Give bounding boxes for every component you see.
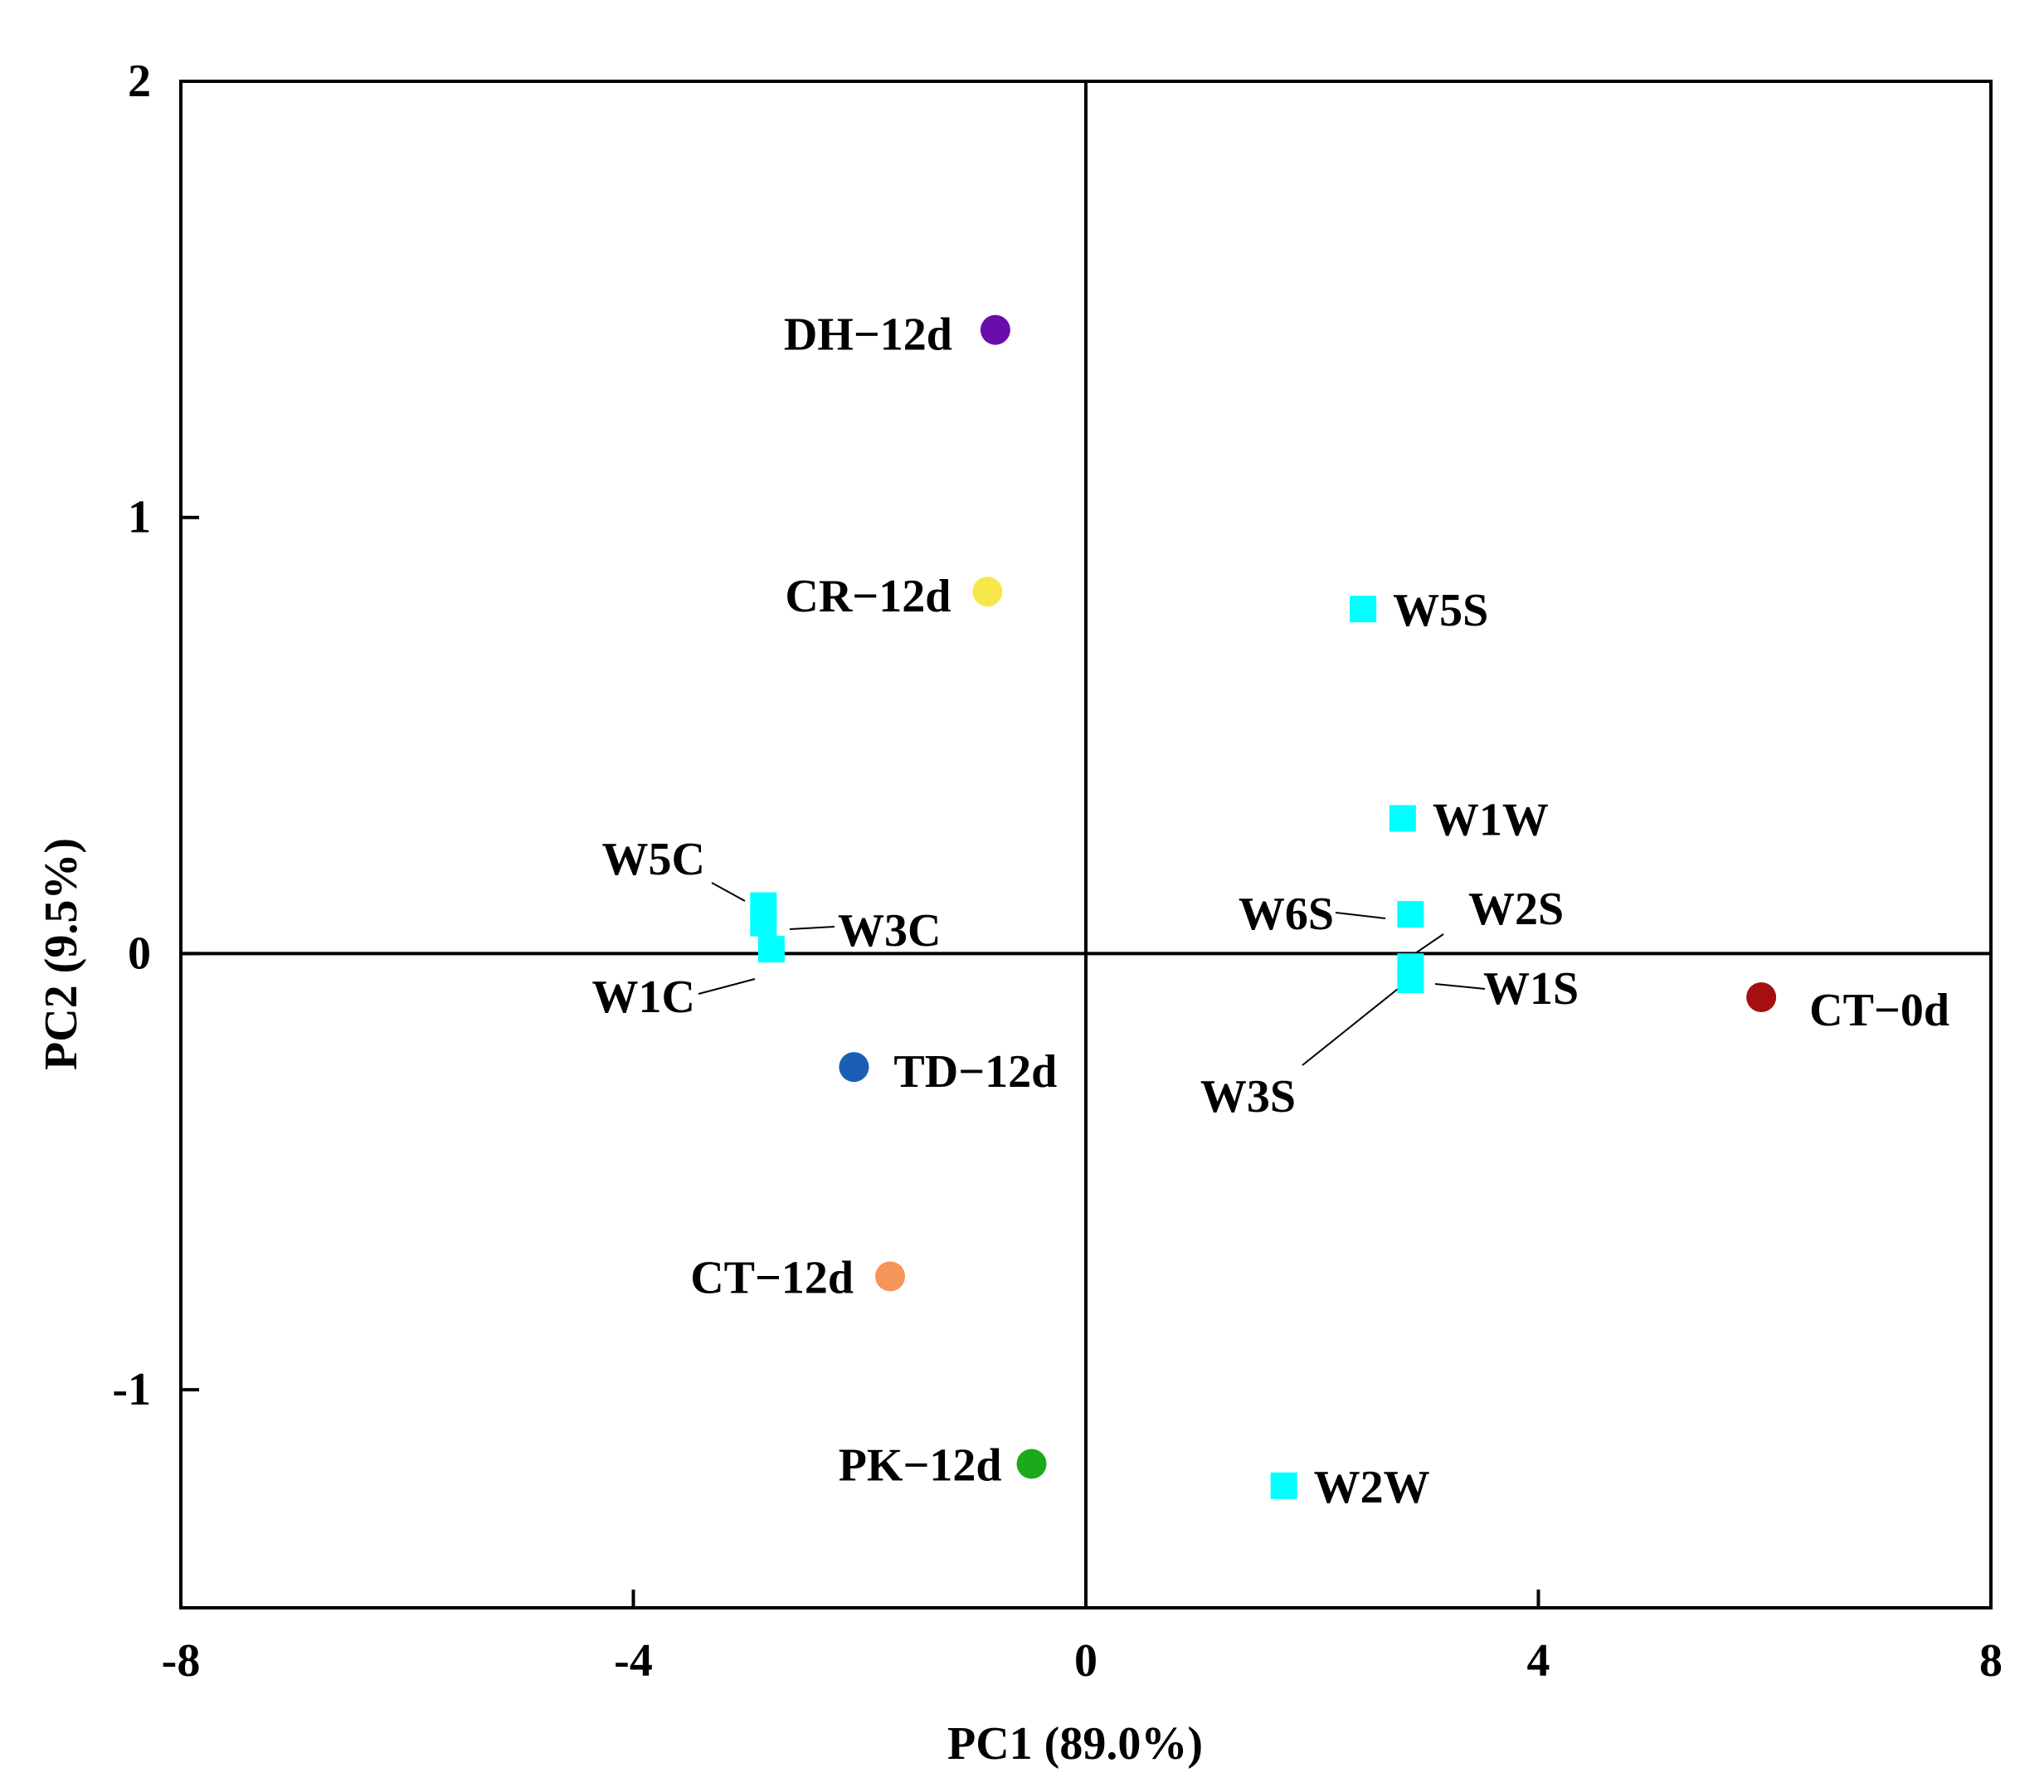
sample-marker	[1746, 982, 1777, 1012]
sensor-label-w1s: W1S	[1483, 963, 1579, 1015]
sample-label: DH−12d	[784, 309, 952, 361]
x-tick-label: -4	[614, 1635, 653, 1687]
sensor-label-w1w: W1W	[1433, 794, 1549, 845]
y-tick-label: -1	[112, 1364, 151, 1415]
sample-marker	[875, 1261, 906, 1292]
label-connectors	[698, 882, 1486, 1066]
connector-w3c	[789, 926, 835, 930]
axis-text: PC1 (89.0%) PC2 (9.5%) -8 -4 0 4 8 -1 0 1 2	[36, 56, 2003, 1770]
sample-label: CT−0d	[1809, 985, 1949, 1036]
sensor-label-w2s: W2S	[1468, 884, 1564, 935]
sensor-label-w6s: W6S	[1239, 889, 1334, 940]
connector-w1c	[698, 978, 756, 995]
data-markers	[750, 314, 1777, 1499]
x-tick-label: -8	[162, 1635, 201, 1687]
sample-label: CT−12d	[690, 1252, 854, 1303]
sensor-label-w2w: W2W	[1314, 1462, 1430, 1513]
y-axis-title: PC2 (9.5%)	[36, 838, 87, 1070]
connector-w1s	[1434, 983, 1486, 990]
x-tick-label: 0	[1074, 1635, 1097, 1687]
sample-label: TD−12d	[893, 1046, 1057, 1098]
sensor-marker-w3c	[750, 909, 777, 937]
x-tick-label: 4	[1527, 1635, 1550, 1687]
sample-marker	[972, 577, 1003, 607]
x-tick-label: 8	[1979, 1635, 2003, 1687]
sample-marker	[839, 1052, 869, 1083]
sensor-label-w5s: W5S	[1393, 585, 1488, 636]
sample-marker	[980, 314, 1010, 345]
sample-label: CR−12d	[785, 571, 951, 622]
sensor-marker-w1c	[757, 936, 785, 963]
connector-w5c	[711, 882, 746, 902]
sensor-label-w1c: W1C	[592, 971, 695, 1023]
y-tick-label: 0	[128, 928, 151, 979]
sensor-marker-w1w	[1389, 805, 1416, 832]
sensor-marker-w6s	[1397, 901, 1424, 928]
sensor-marker-w5s	[1350, 596, 1377, 623]
connector-w3s	[1302, 985, 1403, 1066]
x-axis-title: PC1 (89.0%)	[947, 1718, 1203, 1770]
sample-label: PK−12d	[839, 1440, 1002, 1492]
connector-w6s	[1335, 912, 1386, 919]
sample-marker	[1016, 1449, 1047, 1479]
sensor-label-w3s: W3S	[1200, 1071, 1296, 1122]
sensor-marker-w3s	[1397, 966, 1424, 993]
sensor-label-w5c: W5C	[602, 834, 705, 885]
plot-area	[179, 80, 1993, 1609]
sensor-label-w3c: W3C	[838, 905, 941, 957]
y-tick-label: 1	[128, 492, 151, 543]
y-tick-label: 2	[128, 56, 151, 107]
data-labels: W5S W1W W6S W2S W1S W3S W2W W5C W3C W1C DH−12d CR−1…	[592, 309, 1949, 1513]
sensor-marker-w2w	[1270, 1472, 1297, 1499]
